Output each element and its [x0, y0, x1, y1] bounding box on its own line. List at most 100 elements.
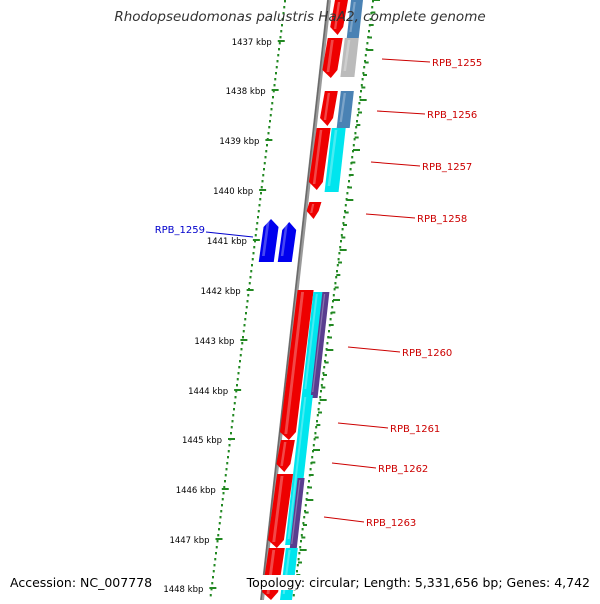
- guide-dot: [296, 570, 298, 573]
- guide-dot: [244, 318, 247, 321]
- gene-label: RPB_1261: [390, 424, 440, 435]
- guide-dot: [314, 432, 317, 435]
- kbp-label: 1444 kbp: [188, 387, 228, 397]
- guide-dot: [239, 360, 241, 363]
- guide-dot: [332, 300, 334, 303]
- guide-dot: [359, 96, 362, 99]
- guide-dot: [348, 180, 350, 183]
- guide-dot: [281, 18, 284, 21]
- guide-dot: [372, 0, 374, 3]
- guide-dot: [324, 360, 326, 363]
- guide-dot: [267, 132, 270, 135]
- guide-dot: [230, 426, 233, 429]
- guide-dot: [302, 522, 305, 525]
- gene-arrow-rpb-1262: [276, 440, 295, 472]
- guide-dot: [364, 60, 366, 63]
- guide-dot: [358, 102, 361, 105]
- guide-dot: [324, 354, 327, 357]
- guide-dot: [228, 444, 231, 447]
- guide-dot: [260, 186, 263, 189]
- kbp-label: 1446 kbp: [176, 486, 216, 496]
- guide-dot: [257, 216, 259, 219]
- tick-marks: [294, 0, 380, 589]
- kbp-label: 1437 kbp: [232, 38, 272, 48]
- guide-dot: [306, 492, 309, 495]
- kbp-label: 1443 kbp: [194, 337, 234, 347]
- guide-dot: [364, 54, 367, 57]
- guide-dot: [299, 546, 302, 549]
- guide-dot: [241, 342, 244, 345]
- gene-block-rpb-1256: [336, 91, 354, 128]
- guide-dot: [274, 78, 277, 81]
- guide-dot: [337, 258, 340, 261]
- guide-dot: [363, 66, 366, 69]
- guide-dot: [260, 192, 262, 195]
- kbp-label: 1448 kbp: [163, 585, 203, 595]
- gene-block-rpb-1255: [340, 38, 359, 77]
- kbp-label: 1439 kbp: [219, 137, 259, 147]
- kbp-labels: 1437 kbp 1438 kbp 1439 kbp 1440 kbp 1441 kbp…: [163, 38, 285, 595]
- guide-dot: [321, 378, 324, 381]
- gene-block-purple-2-highlight: [291, 480, 301, 544]
- guide-dot: [221, 498, 224, 501]
- gene-block-cyan-2: [285, 395, 313, 545]
- guide-dot: [300, 534, 303, 537]
- guide-dot: [278, 48, 280, 51]
- gene-arrow-rpb-1258: [306, 202, 322, 219]
- guide-dot: [313, 438, 316, 441]
- gene-label: RPB_1258: [417, 214, 467, 225]
- guide-dot: [366, 42, 369, 45]
- gene-block-cyan-2-highlight: [287, 397, 307, 539]
- guide-dot: [212, 576, 214, 579]
- gene-arrow-rpb-1262-highlight: [280, 442, 287, 466]
- guide-dot: [251, 264, 253, 267]
- gene-arrow-rpb-1257: [308, 128, 331, 190]
- guide-dot: [304, 510, 306, 513]
- genome-summary-text: Topology: circular; Length: 5,331,656 bp…: [244, 575, 592, 590]
- guide-dot: [282, 12, 285, 15]
- guide-dot: [232, 414, 235, 417]
- guide-dot: [277, 54, 280, 57]
- guide-dot: [342, 222, 345, 225]
- guide-dot: [340, 234, 343, 237]
- guide-dot: [323, 366, 326, 369]
- guide-dot: [283, 6, 286, 9]
- guide-dot: [312, 444, 315, 447]
- leader-line: [381, 58, 431, 63]
- guide-dot: [213, 564, 216, 567]
- guide-dot: [235, 390, 238, 393]
- guide-dot: [255, 228, 258, 231]
- guide-dot: [340, 240, 342, 243]
- guide-dot: [356, 120, 358, 123]
- guide-dot: [231, 420, 234, 423]
- guide-dot: [316, 414, 319, 417]
- guide-dot: [320, 390, 322, 393]
- leader-line: [331, 462, 377, 469]
- gene-block-rpb-1256-highlight: [339, 93, 347, 122]
- guide-dot: [218, 528, 220, 531]
- gene-block-cyan-1: [301, 292, 325, 395]
- guide-dot: [322, 372, 325, 375]
- guide-dot: [318, 402, 321, 405]
- guide-dot: [258, 204, 261, 207]
- guide-dot: [346, 192, 349, 195]
- gene-arrow-rpb-1254-highlight: [333, 2, 341, 29]
- guide-dot: [271, 102, 274, 105]
- kbp-label: 1440 kbp: [213, 187, 253, 197]
- guide-dot: [352, 150, 354, 153]
- guide-dot: [243, 324, 246, 327]
- guide-dot: [280, 30, 283, 33]
- guide-dot: [304, 504, 307, 507]
- guide-dot: [328, 330, 330, 333]
- guide-dot: [344, 210, 346, 213]
- gene-labels: RPB_1255 RPB_1256 RPB_1257 RPB_1258 RPB_1260…: [155, 58, 483, 529]
- gene-label: RPB_1262: [378, 464, 428, 475]
- guide-dot: [357, 108, 360, 111]
- guide-dot: [257, 210, 260, 213]
- guide-dot: [224, 474, 227, 477]
- backbone-line: [260, 0, 331, 601]
- guide-dot: [266, 144, 268, 147]
- leader-line: [376, 110, 426, 115]
- guide-dot: [236, 378, 239, 381]
- guide-dot: [261, 180, 264, 183]
